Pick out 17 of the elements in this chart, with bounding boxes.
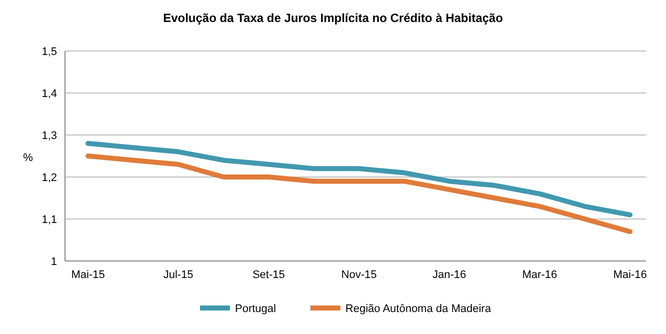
x-tick-label: Mai-15 [71, 269, 105, 281]
y-tick-label: 1,4 [42, 88, 57, 100]
y-axis-title: % [23, 152, 34, 164]
y-tick-label: 1,3 [42, 130, 57, 142]
x-tick-label: Set-15 [252, 269, 285, 281]
x-tick-label: Mai-16 [613, 269, 647, 281]
chart-title: Evolução da Taxa de Juros Implícita no Crédito à Habitação [163, 11, 503, 25]
y-tick-label: 1,5 [42, 46, 57, 58]
legend-label: Portugal [235, 303, 276, 315]
y-tick-label: 1,2 [42, 172, 57, 184]
x-tick-label: Mar-16 [522, 269, 558, 281]
y-tick-label: 1,1 [42, 214, 57, 226]
x-tick-label: Jul-15 [163, 269, 194, 281]
x-tick-label: Jan-16 [432, 269, 466, 281]
y-tick-label: 1 [50, 256, 57, 268]
legend-label: Região Autônoma da Madeira [345, 303, 492, 315]
x-tick-label: Nov-15 [341, 269, 377, 281]
